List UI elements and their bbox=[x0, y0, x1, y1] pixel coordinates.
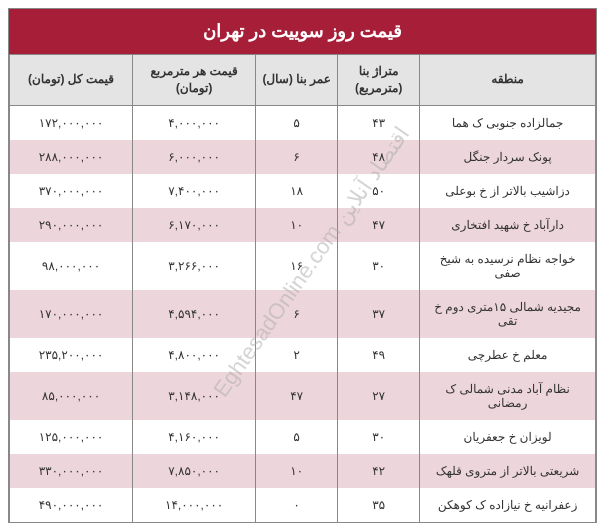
cell-price_sqm: ۳,۲۶۶,۰۰۰ bbox=[133, 242, 256, 290]
header-region: منطقه bbox=[420, 55, 596, 106]
cell-price_sqm: ۴,۸۰۰,۰۰۰ bbox=[133, 338, 256, 372]
cell-total: ۱۷۲,۰۰۰,۰۰۰ bbox=[10, 105, 133, 140]
cell-total: ۱۷۰,۰۰۰,۰۰۰ bbox=[10, 290, 133, 338]
cell-price_sqm: ۴,۵۹۴,۰۰۰ bbox=[133, 290, 256, 338]
price-table-container: قیمت روز سوییت در تهران منطقه متراژ بنا … bbox=[8, 8, 597, 523]
cell-age: ۲ bbox=[256, 338, 338, 372]
cell-age: ۴۷ bbox=[256, 372, 338, 420]
cell-price_sqm: ۴,۱۶۰,۰۰۰ bbox=[133, 420, 256, 454]
cell-total: ۲۹۰,۰۰۰,۰۰۰ bbox=[10, 208, 133, 242]
cell-area: ۳۰ bbox=[338, 242, 420, 290]
cell-region: معلم خ عطرچی bbox=[420, 338, 596, 372]
cell-total: ۲۳۵,۲۰۰,۰۰۰ bbox=[10, 338, 133, 372]
header-area: متراژ بنا (مترمربع) bbox=[338, 55, 420, 106]
cell-total: ۳۷۰,۰۰۰,۰۰۰ bbox=[10, 174, 133, 208]
cell-total: ۴۹۰,۰۰۰,۰۰۰ bbox=[10, 488, 133, 522]
cell-area: ۴۷ bbox=[338, 208, 420, 242]
cell-area: ۴۹ bbox=[338, 338, 420, 372]
cell-price_sqm: ۷,۸۵۰,۰۰۰ bbox=[133, 454, 256, 488]
cell-age: ۵ bbox=[256, 420, 338, 454]
cell-price_sqm: ۱۴,۰۰۰,۰۰۰ bbox=[133, 488, 256, 522]
table-row: خواجه نظام نرسیده به شیخ صفی۳۰۱۶۳,۲۶۶,۰۰… bbox=[10, 242, 596, 290]
cell-age: ۶ bbox=[256, 290, 338, 338]
table-row: دارآباد خ شهید افتخاری۴۷۱۰۶,۱۷۰,۰۰۰۲۹۰,۰… bbox=[10, 208, 596, 242]
cell-area: ۴۲ bbox=[338, 454, 420, 488]
cell-region: نظام آباد مدنی شمالی ک رمضانی bbox=[420, 372, 596, 420]
cell-area: ۴۳ bbox=[338, 105, 420, 140]
cell-region: لویزان خ جعفریان bbox=[420, 420, 596, 454]
cell-age: ۰ bbox=[256, 488, 338, 522]
cell-region: مجیدیه شمالی ۱۵متری دوم خ تقی bbox=[420, 290, 596, 338]
cell-area: ۳۵ bbox=[338, 488, 420, 522]
cell-area: ۳۷ bbox=[338, 290, 420, 338]
table-row: نظام آباد مدنی شمالی ک رمضانی۲۷۴۷۳,۱۴۸,۰… bbox=[10, 372, 596, 420]
header-price-sqm: قیمت هر مترمربع (تومان) bbox=[133, 55, 256, 106]
table-row: زعفرانیه خ نیازاده ک کوهکن۳۵۰۱۴,۰۰۰,۰۰۰۴… bbox=[10, 488, 596, 522]
table-row: جمالزاده جنوبی ک هما۴۳۵۴,۰۰۰,۰۰۰۱۷۲,۰۰۰,… bbox=[10, 105, 596, 140]
table-row: لویزان خ جعفریان۳۰۵۴,۱۶۰,۰۰۰۱۲۵,۰۰۰,۰۰۰ bbox=[10, 420, 596, 454]
cell-total: ۸۵,۰۰۰,۰۰۰ bbox=[10, 372, 133, 420]
cell-area: ۳۰ bbox=[338, 420, 420, 454]
cell-region: خواجه نظام نرسیده به شیخ صفی bbox=[420, 242, 596, 290]
table-row: پونک سردار جنگل۴۸۶۶,۰۰۰,۰۰۰۲۸۸,۰۰۰,۰۰۰ bbox=[10, 140, 596, 174]
cell-area: ۵۰ bbox=[338, 174, 420, 208]
cell-price_sqm: ۳,۱۴۸,۰۰۰ bbox=[133, 372, 256, 420]
table-row: مجیدیه شمالی ۱۵متری دوم خ تقی۳۷۶۴,۵۹۴,۰۰… bbox=[10, 290, 596, 338]
price-table: منطقه متراژ بنا (مترمربع) عمر بنا (سال) … bbox=[9, 54, 596, 522]
cell-total: ۲۸۸,۰۰۰,۰۰۰ bbox=[10, 140, 133, 174]
table-row: معلم خ عطرچی۴۹۲۴,۸۰۰,۰۰۰۲۳۵,۲۰۰,۰۰۰ bbox=[10, 338, 596, 372]
table-title: قیمت روز سوییت در تهران bbox=[9, 9, 596, 54]
cell-price_sqm: ۴,۰۰۰,۰۰۰ bbox=[133, 105, 256, 140]
cell-age: ۱۸ bbox=[256, 174, 338, 208]
cell-price_sqm: ۶,۰۰۰,۰۰۰ bbox=[133, 140, 256, 174]
cell-age: ۱۰ bbox=[256, 454, 338, 488]
table-row: شریعتی بالاتر از متروی قلهک۴۲۱۰۷,۸۵۰,۰۰۰… bbox=[10, 454, 596, 488]
table-body: جمالزاده جنوبی ک هما۴۳۵۴,۰۰۰,۰۰۰۱۷۲,۰۰۰,… bbox=[10, 105, 596, 522]
cell-total: ۳۳۰,۰۰۰,۰۰۰ bbox=[10, 454, 133, 488]
cell-age: ۱۶ bbox=[256, 242, 338, 290]
cell-area: ۲۷ bbox=[338, 372, 420, 420]
cell-price_sqm: ۷,۴۰۰,۰۰۰ bbox=[133, 174, 256, 208]
cell-area: ۴۸ bbox=[338, 140, 420, 174]
cell-age: ۶ bbox=[256, 140, 338, 174]
cell-age: ۵ bbox=[256, 105, 338, 140]
cell-region: دارآباد خ شهید افتخاری bbox=[420, 208, 596, 242]
cell-region: زعفرانیه خ نیازاده ک کوهکن bbox=[420, 488, 596, 522]
cell-region: پونک سردار جنگل bbox=[420, 140, 596, 174]
header-total: قیمت کل (تومان) bbox=[10, 55, 133, 106]
cell-region: دزاشیب بالاتر از خ بوعلی bbox=[420, 174, 596, 208]
cell-total: ۹۸,۰۰۰,۰۰۰ bbox=[10, 242, 133, 290]
cell-region: شریعتی بالاتر از متروی قلهک bbox=[420, 454, 596, 488]
cell-age: ۱۰ bbox=[256, 208, 338, 242]
cell-price_sqm: ۶,۱۷۰,۰۰۰ bbox=[133, 208, 256, 242]
table-row: دزاشیب بالاتر از خ بوعلی۵۰۱۸۷,۴۰۰,۰۰۰۳۷۰… bbox=[10, 174, 596, 208]
header-age: عمر بنا (سال) bbox=[256, 55, 338, 106]
header-row: منطقه متراژ بنا (مترمربع) عمر بنا (سال) … bbox=[10, 55, 596, 106]
cell-region: جمالزاده جنوبی ک هما bbox=[420, 105, 596, 140]
cell-total: ۱۲۵,۰۰۰,۰۰۰ bbox=[10, 420, 133, 454]
